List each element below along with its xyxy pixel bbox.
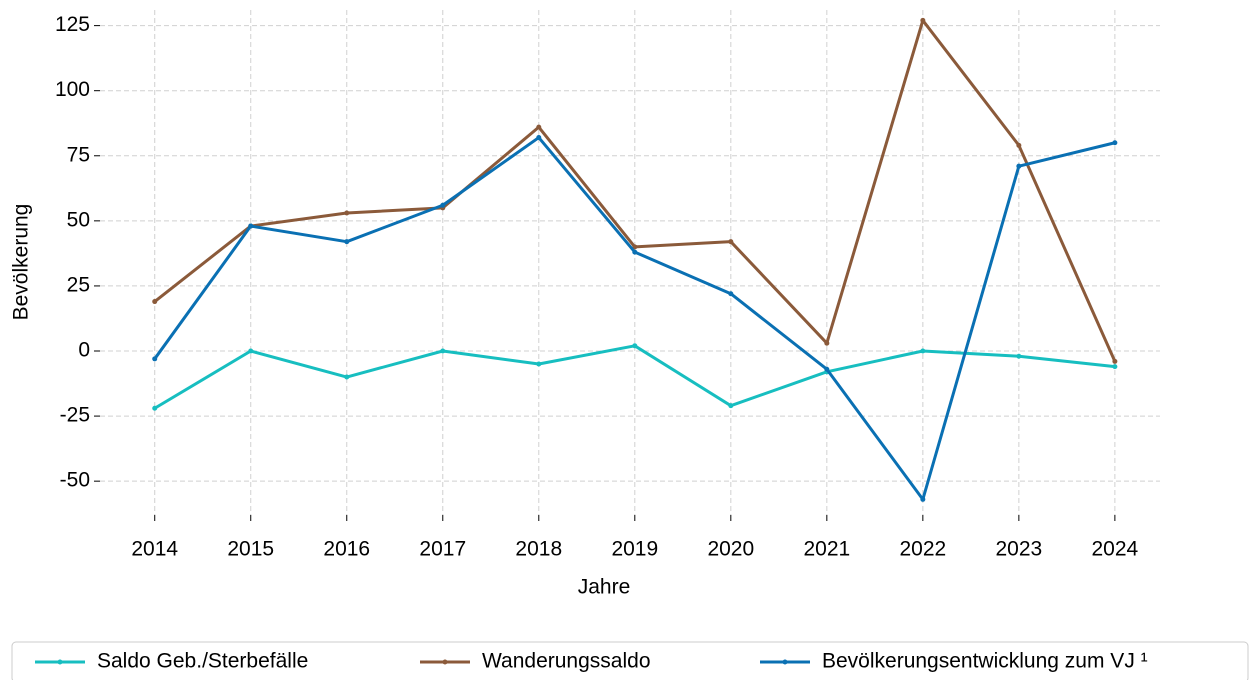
- point: [728, 239, 734, 245]
- legend-marker: [442, 659, 448, 665]
- point: [1016, 163, 1022, 169]
- point: [632, 244, 638, 250]
- y-tick-label: 0: [78, 339, 90, 362]
- point: [248, 348, 254, 354]
- legend-label: Wanderungssaldo: [482, 650, 651, 673]
- point: [632, 343, 638, 349]
- y-tick-label: -50: [60, 469, 90, 492]
- point: [536, 124, 542, 130]
- point: [920, 496, 926, 502]
- x-tick-label: 2016: [323, 538, 370, 561]
- point: [728, 291, 734, 297]
- point: [1112, 364, 1118, 370]
- point: [248, 223, 254, 229]
- point: [536, 135, 542, 141]
- point: [1112, 140, 1118, 146]
- y-tick-label: 75: [67, 143, 90, 166]
- point: [344, 239, 350, 245]
- x-tick-label: 2023: [995, 538, 1042, 561]
- point: [344, 374, 350, 380]
- point: [152, 405, 158, 411]
- point: [920, 17, 926, 23]
- point: [152, 299, 158, 305]
- point: [536, 361, 542, 367]
- y-tick-label: 100: [55, 78, 90, 101]
- point: [1016, 142, 1022, 148]
- x-tick-label: 2014: [131, 538, 178, 561]
- point: [728, 403, 734, 409]
- point: [824, 340, 830, 346]
- y-tick-label: 25: [67, 273, 90, 296]
- x-tick-label: 2017: [419, 538, 466, 561]
- legend-label: Bevölkerungsentwicklung zum VJ ¹: [822, 650, 1148, 673]
- legend-marker: [57, 659, 63, 665]
- x-tick-label: 2018: [515, 538, 562, 561]
- point: [440, 348, 446, 354]
- point: [344, 210, 350, 216]
- x-tick-label: 2015: [227, 538, 274, 561]
- x-tick-label: 2022: [899, 538, 946, 561]
- y-tick-label: 125: [55, 13, 90, 36]
- point: [440, 202, 446, 208]
- legend-marker: [782, 659, 788, 665]
- y-tick-label: 50: [67, 208, 90, 231]
- x-tick-label: 2019: [611, 538, 658, 561]
- x-tick-label: 2020: [707, 538, 754, 561]
- x-tick-label: 2021: [803, 538, 850, 561]
- x-tick-label: 2024: [1092, 538, 1139, 561]
- point: [1016, 353, 1022, 359]
- legend-box: [11, 641, 1249, 680]
- x-axis-label: Jahre: [578, 576, 631, 599]
- point: [920, 348, 926, 354]
- legend-label: Saldo Geb./Sterbefälle: [97, 650, 308, 673]
- point: [1112, 358, 1118, 364]
- point: [152, 356, 158, 362]
- point: [824, 366, 830, 372]
- y-axis-label: Bevölkerung: [10, 204, 33, 321]
- y-tick-label: -25: [60, 404, 90, 427]
- point: [632, 249, 638, 255]
